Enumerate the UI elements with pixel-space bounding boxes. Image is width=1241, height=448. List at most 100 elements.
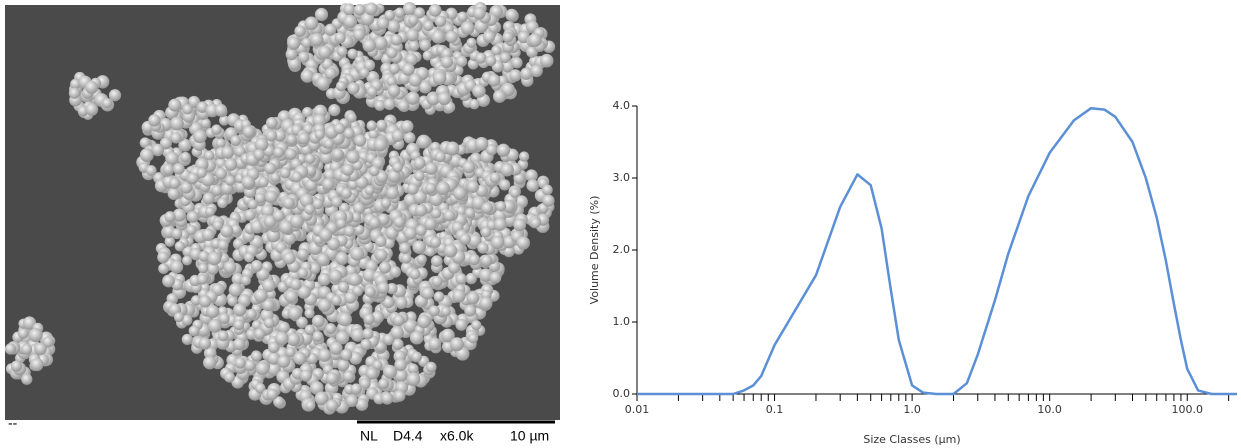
x-tick-label: 0.1 bbox=[766, 403, 784, 416]
particle bbox=[403, 226, 417, 240]
particle bbox=[322, 178, 335, 191]
particle bbox=[422, 50, 433, 61]
particle bbox=[518, 151, 530, 162]
particle bbox=[305, 165, 317, 177]
particle bbox=[190, 295, 202, 306]
particle bbox=[314, 391, 329, 406]
particle bbox=[466, 291, 480, 305]
particle bbox=[372, 360, 383, 371]
particle bbox=[425, 361, 437, 373]
particle bbox=[323, 138, 335, 149]
particle bbox=[297, 267, 308, 279]
particle bbox=[196, 167, 207, 179]
particle bbox=[304, 204, 315, 215]
particle bbox=[273, 396, 285, 408]
particle bbox=[499, 52, 511, 64]
particle bbox=[349, 351, 363, 365]
particle bbox=[220, 224, 234, 238]
particle bbox=[502, 31, 514, 43]
particle bbox=[168, 98, 182, 112]
particle bbox=[425, 182, 437, 194]
particle bbox=[316, 76, 330, 91]
particle bbox=[287, 57, 301, 71]
particle bbox=[108, 89, 122, 102]
particle bbox=[403, 131, 416, 144]
particle bbox=[380, 197, 392, 209]
particle bbox=[414, 204, 428, 217]
particle bbox=[365, 367, 379, 380]
particle bbox=[230, 224, 242, 235]
particle bbox=[353, 134, 367, 147]
particle bbox=[472, 84, 486, 98]
particle bbox=[234, 357, 246, 369]
particle bbox=[394, 369, 408, 382]
particle bbox=[401, 63, 415, 76]
particle bbox=[459, 233, 471, 245]
particle bbox=[203, 356, 217, 370]
particle bbox=[462, 160, 476, 174]
particle bbox=[355, 398, 369, 411]
particle bbox=[224, 158, 238, 171]
particle bbox=[232, 338, 246, 351]
particle bbox=[285, 48, 298, 61]
particle bbox=[474, 137, 489, 151]
particle bbox=[174, 241, 185, 252]
y-axis-title: Volume Density (%) bbox=[588, 196, 601, 305]
particle bbox=[393, 390, 406, 402]
particle bbox=[172, 208, 187, 222]
particle bbox=[393, 216, 406, 228]
particle bbox=[188, 325, 200, 337]
particle bbox=[455, 55, 468, 67]
particle bbox=[457, 11, 468, 23]
particle bbox=[373, 137, 388, 152]
particle bbox=[399, 242, 411, 254]
particle bbox=[151, 143, 164, 157]
particle bbox=[299, 193, 314, 208]
particle bbox=[208, 319, 222, 333]
particle bbox=[230, 135, 242, 146]
particle bbox=[500, 162, 514, 177]
scale-label: NL bbox=[360, 428, 378, 444]
particle bbox=[21, 343, 33, 355]
particle bbox=[502, 199, 516, 213]
particle bbox=[272, 209, 285, 222]
particle bbox=[344, 291, 357, 304]
particle bbox=[348, 273, 362, 287]
particle bbox=[347, 82, 360, 95]
particle bbox=[480, 254, 493, 267]
particle bbox=[389, 265, 401, 278]
particle bbox=[335, 251, 349, 266]
particle bbox=[273, 147, 285, 158]
particle bbox=[242, 125, 255, 138]
particle bbox=[17, 327, 29, 339]
particle bbox=[187, 172, 199, 185]
particle bbox=[255, 382, 266, 394]
particle bbox=[258, 176, 269, 188]
particle bbox=[375, 248, 388, 262]
particle bbox=[139, 148, 154, 163]
particle bbox=[282, 231, 297, 245]
particle bbox=[198, 295, 212, 308]
x-tick-label: 0.01 bbox=[625, 403, 650, 416]
particle bbox=[499, 179, 511, 191]
particle bbox=[284, 148, 297, 161]
particle bbox=[317, 298, 332, 312]
particle bbox=[187, 210, 199, 223]
particle bbox=[197, 274, 208, 285]
particle bbox=[221, 146, 235, 159]
particle bbox=[362, 38, 377, 53]
particle bbox=[408, 73, 422, 87]
particle bbox=[310, 33, 324, 47]
particle bbox=[262, 278, 276, 293]
particle bbox=[211, 124, 222, 135]
particle bbox=[424, 217, 437, 231]
particle bbox=[496, 143, 511, 157]
x-tick-label: 10.0 bbox=[1037, 403, 1062, 416]
particle bbox=[247, 199, 258, 210]
particle bbox=[415, 224, 427, 237]
particle bbox=[309, 262, 321, 275]
particle bbox=[215, 167, 227, 180]
particle bbox=[172, 162, 185, 175]
particle bbox=[286, 332, 301, 347]
particle bbox=[409, 330, 424, 345]
